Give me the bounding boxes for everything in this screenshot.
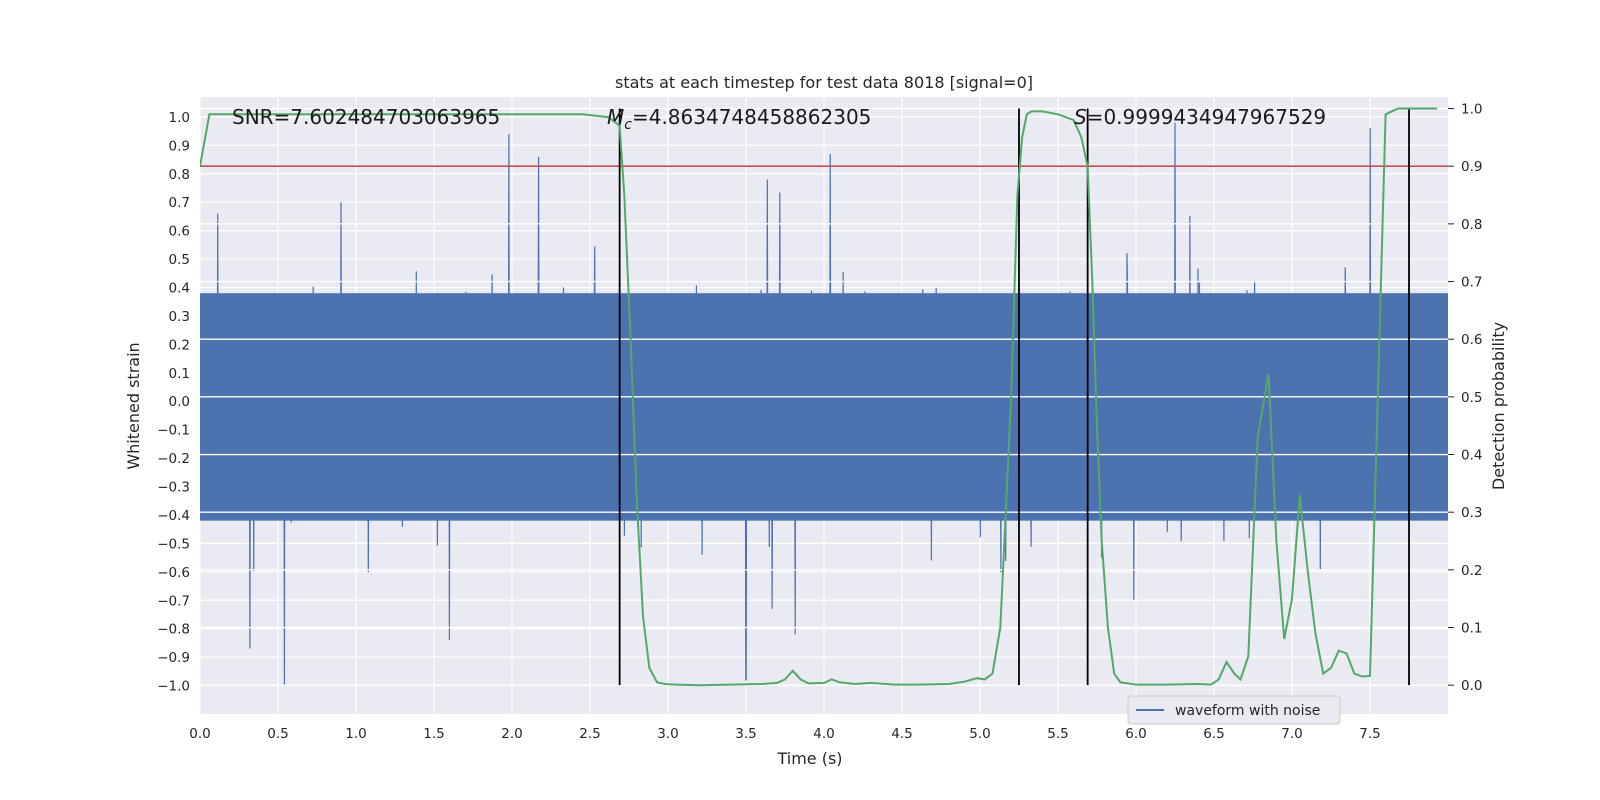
x-tick-label: 0.5 <box>267 726 288 742</box>
y-left-tick-label: 0.8 <box>169 167 190 183</box>
x-tick-label: 6.0 <box>1125 726 1146 742</box>
y-right-tick-label: 0.0 <box>1461 678 1482 694</box>
chirp-mass-subscript: c <box>624 117 632 133</box>
y-left-tick-label: 0.3 <box>169 309 190 325</box>
y-right-tick-label: 0.7 <box>1461 275 1482 291</box>
y-left-tick-label: 0.9 <box>169 138 190 154</box>
x-tick-label: 5.0 <box>969 726 990 742</box>
y-left-tick-label: −0.9 <box>157 650 190 666</box>
y-left-tick-label: −0.1 <box>157 423 190 439</box>
chirp-mass-value: =4.8634748458862305 <box>632 105 871 129</box>
y-right-tick-label: 0.6 <box>1461 332 1482 348</box>
y-left-tick-label: 0.2 <box>169 337 190 353</box>
x-tick-label: 3.5 <box>735 726 756 742</box>
y-axis-left-label: Whitened strain <box>124 342 143 469</box>
y-axis-right: 1.0 0.9 0.8 0.7 0.6 0.5 0.4 0.3 0.2 0.1 0.0 <box>1448 102 1482 694</box>
x-tick-label: 4.0 <box>813 726 834 742</box>
y-right-tick-label: 0.5 <box>1461 390 1482 406</box>
chirp-mass-symbol: M <box>607 105 624 129</box>
y-axis-left: 1.0 0.9 0.8 0.7 0.6 0.5 0.4 0.3 0.2 0.1 0.0 −0.1 −0.… <box>157 110 190 695</box>
s-annotation: S=0.9999434947967529 <box>1074 105 1326 129</box>
y-left-tick-label: 0.5 <box>169 252 190 268</box>
x-tick-label: 4.5 <box>891 726 912 742</box>
y-left-tick-label: −0.3 <box>157 480 190 496</box>
y-left-tick-label: 0.1 <box>169 366 190 382</box>
y-left-tick-label: −0.7 <box>157 593 190 609</box>
x-tick-label: 0.0 <box>189 726 210 742</box>
chirp-mass-annotation: Mc=4.8634748458862305 <box>607 105 871 133</box>
x-tick-label: 1.5 <box>423 726 444 742</box>
y-left-tick-label: 0.6 <box>169 224 190 240</box>
y-right-tick-label: 0.8 <box>1461 217 1482 233</box>
x-tick-label: 7.0 <box>1281 726 1302 742</box>
y-right-tick-label: 0.4 <box>1461 448 1482 464</box>
legend: waveform with noise <box>1127 695 1341 725</box>
probability-line <box>200 107 1438 687</box>
y-left-tick-label: −0.4 <box>157 508 190 524</box>
x-tick-label: 7.5 <box>1359 726 1380 742</box>
x-tick-label: 6.5 <box>1203 726 1224 742</box>
x-axis: 0.0 0.5 1.0 1.5 2.0 2.5 3.0 3.5 4.0 4.5 5.0 5.5 6.0 6… <box>189 726 1380 742</box>
y-axis-right-label: Detection probability <box>1489 322 1508 490</box>
chart-title: stats at each timestep for test data 801… <box>615 73 1033 92</box>
y-left-tick-label: 1.0 <box>169 110 190 126</box>
y-left-tick-label: −1.0 <box>157 679 190 695</box>
waveform-core <box>200 293 1448 521</box>
y-left-tick-label: 0.7 <box>169 195 190 211</box>
x-tick-label: 2.5 <box>579 726 600 742</box>
y-left-tick-label: −0.2 <box>157 451 190 467</box>
s-value: =0.9999434947967529 <box>1087 105 1326 129</box>
y-left-tick-label: 0.4 <box>169 281 190 297</box>
y-left-tick-label: 0.0 <box>169 394 190 410</box>
s-symbol: S <box>1074 105 1087 129</box>
legend-box <box>1127 695 1341 725</box>
y-left-tick-label: −0.5 <box>157 536 190 552</box>
x-tick-label: 2.0 <box>501 726 522 742</box>
y-right-tick-label: 0.3 <box>1461 505 1482 521</box>
y-right-tick-label: 0.9 <box>1461 159 1482 175</box>
y-right-tick-label: 1.0 <box>1461 102 1482 118</box>
x-axis-label: Time (s) <box>776 749 842 768</box>
legend-label: waveform with noise <box>1175 703 1320 719</box>
y-right-tick-label: 0.2 <box>1461 563 1482 579</box>
x-tick-label: 1.0 <box>345 726 366 742</box>
x-tick-label: 5.5 <box>1047 726 1068 742</box>
y-left-tick-label: −0.6 <box>157 565 190 581</box>
y-left-tick-label: −0.8 <box>157 622 190 638</box>
snr-annotation: SNR=7.602484703063965 <box>232 105 500 129</box>
y-right-tick-label: 0.1 <box>1461 621 1482 637</box>
probability-series <box>200 107 1448 687</box>
x-tick-label: 3.0 <box>657 726 678 742</box>
